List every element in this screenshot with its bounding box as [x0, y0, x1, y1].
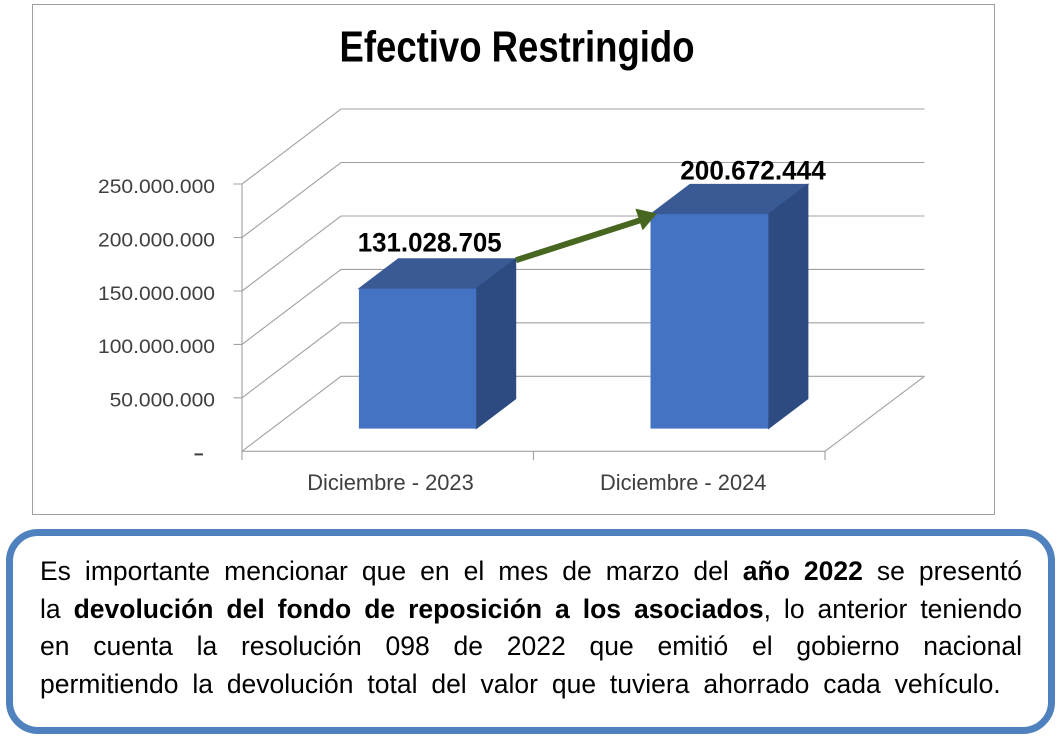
svg-text:Diciembre - 2024: Diciembre - 2024 [600, 470, 767, 495]
svg-text:131.028.705: 131.028.705 [358, 227, 502, 257]
svg-text:100.000.000: 100.000.000 [98, 337, 215, 358]
svg-text:150.000.000: 150.000.000 [98, 284, 215, 305]
svg-text:Diciembre - 2023: Diciembre - 2023 [307, 470, 474, 495]
svg-text:50.000.000: 50.000.000 [110, 391, 215, 412]
svg-text:250.000.000: 250.000.000 [98, 177, 215, 198]
svg-text:200.672.444: 200.672.444 [680, 155, 826, 185]
svg-text:200.000.000: 200.000.000 [98, 230, 215, 251]
svg-text:Efectivo Restringido: Efectivo Restringido [340, 23, 695, 72]
